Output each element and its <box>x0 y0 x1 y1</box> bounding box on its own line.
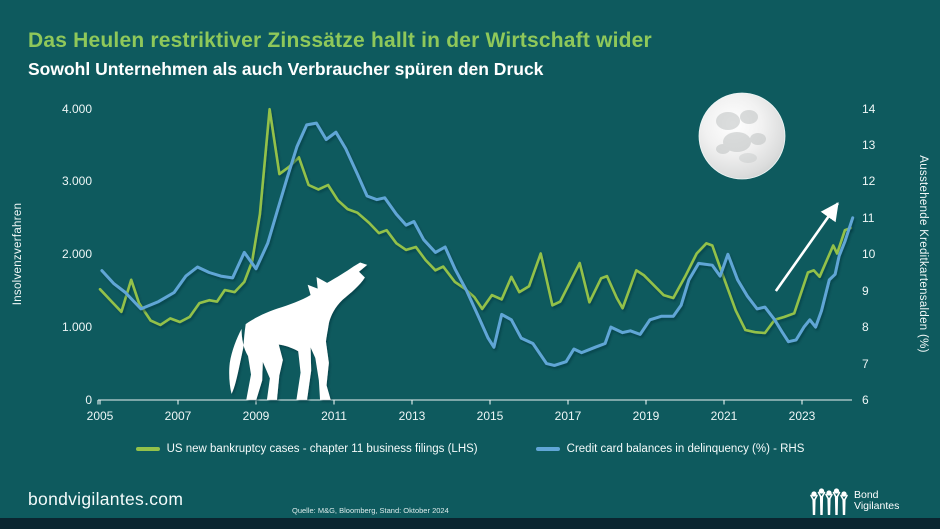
logo-text-line2: Vigilantes <box>854 500 900 512</box>
full-moon-image <box>698 92 786 180</box>
y-right-tick-label: 10 <box>862 247 876 262</box>
x-tick-label: 2021 <box>710 409 738 423</box>
logo-text-line1: Bond <box>854 488 879 501</box>
chart-legend: US new bankruptcy cases - chapter 11 bus… <box>0 443 940 455</box>
y-right-tick-label: 6 <box>862 393 869 407</box>
people-crowd-icon <box>810 488 848 515</box>
legend-swatch <box>535 447 560 451</box>
series-line-green <box>98 107 853 335</box>
bond-vigilantes-logo: Bond Vigilantes <box>810 485 899 517</box>
page-subtitle: Sowohl Unternehmen als auch Verbraucher … <box>28 59 544 79</box>
x-tick-label: 2015 <box>476 409 504 423</box>
y-left-tick-label: 2.000 <box>61 247 92 262</box>
series-line-blue <box>100 121 855 367</box>
x-tick-label: 2009 <box>242 409 270 423</box>
y-left-tick-label: 0 <box>85 393 92 407</box>
x-tick-label: 2011 <box>321 409 347 423</box>
y-axis-title-left: Insolvenzverfahren <box>12 202 24 306</box>
y-left-tick-label: 1.000 <box>61 320 92 335</box>
data-series <box>98 107 855 367</box>
legend-item-bankruptcies: US new bankruptcy cases - chapter 11 bus… <box>135 443 478 455</box>
annotations <box>774 202 839 292</box>
logo-text: Bond Vigilantes <box>854 488 900 513</box>
x-tick-label: 2017 <box>554 409 582 423</box>
line-chart <box>97 107 855 405</box>
page-title: Das Heulen restriktiver Zinssätze hallt … <box>28 29 652 52</box>
bottom-strip <box>0 518 940 529</box>
y-axis-title-right: Ausstehende Kreditkartensalden (%) <box>917 155 929 353</box>
y-left-tick-label: 3.000 <box>61 174 92 189</box>
legend-item-delinquency: Credit card balances in delinquency (%) … <box>535 443 805 455</box>
legend-swatch <box>135 447 160 451</box>
x-tick-label: 2023 <box>788 409 816 423</box>
x-tick-label: 2007 <box>164 409 192 423</box>
website-link[interactable]: bondvigilantes.com <box>28 489 184 509</box>
x-tick-label: 2005 <box>86 409 114 423</box>
legend-label: US new bankruptcy cases - chapter 11 bus… <box>166 443 478 455</box>
y-right-tick-label: 11 <box>862 210 875 225</box>
y-right-tick-label: 13 <box>862 137 876 152</box>
y-left-tick-label: 4.000 <box>61 101 92 116</box>
y-right-tick-label: 12 <box>862 174 876 189</box>
chart-area: Insolvenzverfahren Ausstehende Kreditkar… <box>0 90 940 455</box>
y-right-tick-label: 8 <box>862 320 869 335</box>
axes <box>97 399 852 405</box>
x-tick-label: 2019 <box>632 409 660 423</box>
y-right-tick-label: 9 <box>862 283 869 298</box>
x-tick-label: 2013 <box>398 409 426 423</box>
source-note: Quelle: M&G, Bloomberg, Stand: Oktober 2… <box>292 506 449 515</box>
y-right-tick-label: 7 <box>862 356 869 371</box>
legend-label: Credit card balances in delinquency (%) … <box>566 443 805 455</box>
upward-trend-arrow <box>774 202 839 292</box>
howling-wolf-silhouette <box>229 262 368 400</box>
moon-graphic <box>698 92 786 180</box>
y-right-tick-label: 14 <box>862 101 876 116</box>
